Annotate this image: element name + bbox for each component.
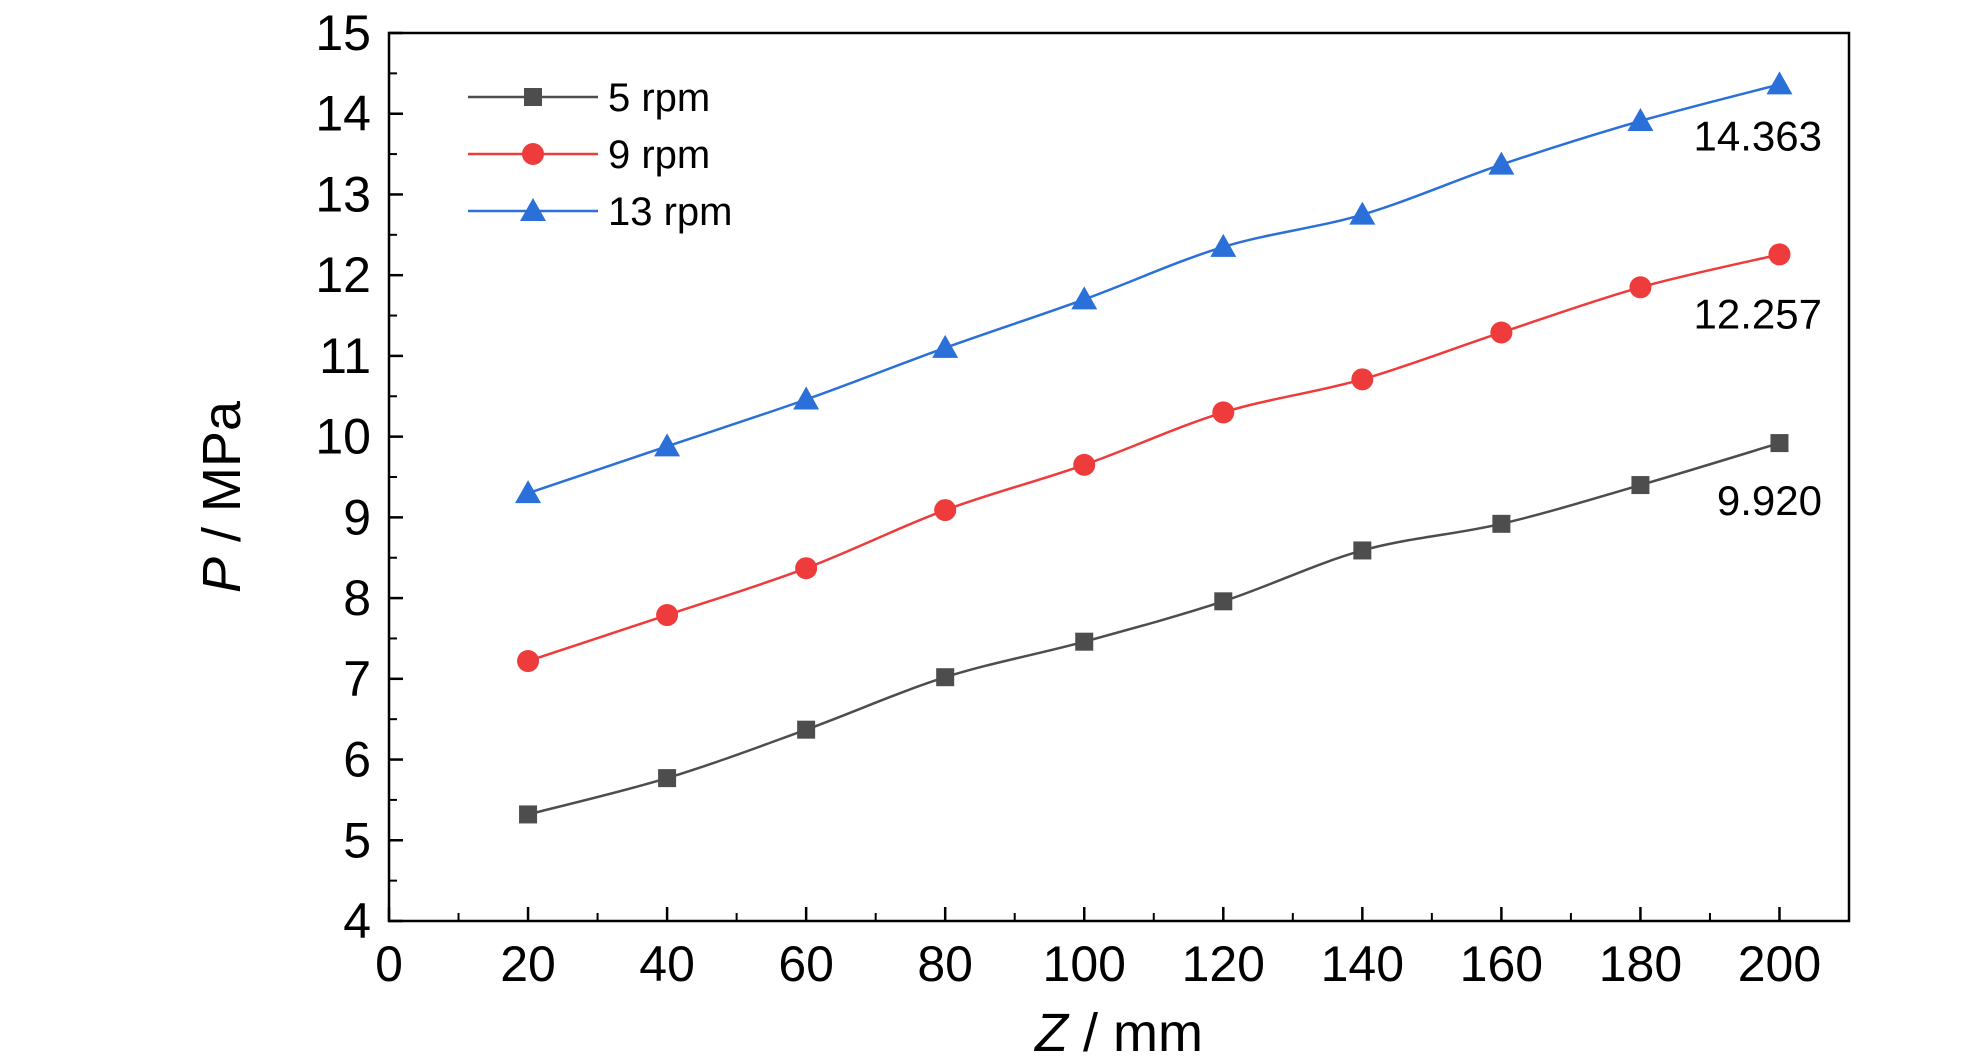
data-point	[1353, 541, 1372, 560]
y-tick-label: 8	[343, 570, 371, 626]
y-tick-label: 14	[315, 86, 371, 142]
data-point	[1492, 514, 1511, 533]
y-axis-unit: / MPa	[192, 400, 252, 557]
x-tick-label: 180	[1599, 936, 1682, 992]
legend-label: 9 rpm	[608, 133, 710, 177]
end-value-label: 9.920	[1717, 477, 1822, 524]
data-point	[654, 433, 681, 457]
x-axis-unit: / mm	[1068, 1003, 1203, 1063]
data-point	[1629, 276, 1652, 299]
legend: 5 rpm 9 rpm 13 rpm	[468, 76, 733, 234]
data-point	[656, 604, 679, 627]
data-point	[519, 805, 538, 824]
x-axis-title: Z / mm	[1033, 1003, 1203, 1063]
series-line	[527, 441, 1780, 816]
x-tick-label: 100	[1043, 936, 1126, 992]
series-line	[527, 253, 1780, 663]
data-point	[797, 720, 816, 739]
y-tick-label: 5	[343, 812, 371, 868]
x-tick-label: 140	[1321, 936, 1404, 992]
x-tick-label: 160	[1460, 936, 1543, 992]
x-tick-label: 40	[639, 936, 695, 992]
legend-label: 13 rpm	[608, 190, 733, 234]
axis-ticks	[387, 31, 1781, 923]
y-tick-label: 9	[343, 489, 371, 545]
data-point	[1071, 286, 1098, 310]
plot-frame	[387, 31, 1851, 923]
data-point	[1766, 71, 1793, 95]
x-tick-label: 0	[375, 936, 403, 992]
legend-label: 5 rpm	[608, 76, 710, 120]
data-point	[1214, 592, 1233, 611]
end-value-label: 12.257	[1694, 290, 1822, 337]
data-point	[1631, 476, 1650, 495]
data-point	[1488, 151, 1515, 175]
legend-marker	[524, 88, 542, 106]
legend-item: 5 rpm	[468, 76, 710, 120]
end-value-annotations: 9.920 12.257 14.363	[1694, 112, 1822, 524]
y-tick-label: 15	[315, 5, 371, 61]
y-tick-label: 11	[319, 328, 371, 384]
legend-item: 9 rpm	[468, 133, 710, 177]
y-tick-label: 4	[343, 893, 371, 949]
data-point	[793, 386, 820, 410]
series-line	[527, 83, 1780, 495]
series-9-rpm	[517, 243, 1791, 673]
y-tick-label: 6	[343, 732, 371, 788]
data-point	[1770, 434, 1789, 453]
data-point	[934, 499, 957, 522]
data-point	[1073, 453, 1096, 476]
x-tick-label: 80	[917, 936, 973, 992]
data-point	[1075, 632, 1094, 651]
data-point	[517, 650, 540, 673]
x-tick-label: 200	[1738, 936, 1821, 992]
legend-marker	[522, 143, 544, 165]
data-point	[515, 480, 542, 504]
data-point	[795, 557, 818, 580]
y-tick-label: 13	[315, 166, 371, 222]
series-5-rpm	[519, 434, 1789, 824]
data-point	[1349, 201, 1376, 225]
data-point	[1768, 243, 1791, 266]
data-point	[1212, 401, 1235, 424]
x-tick-label: 120	[1182, 936, 1265, 992]
y-axis-variable: P	[192, 557, 252, 593]
tick-labels: 4 5 6 7 8 9 10 11 12 13 14 15 0 20 40 60 80 100 120 140 160 1…	[315, 5, 1821, 992]
legend-marker	[520, 198, 546, 221]
y-tick-label: 10	[315, 409, 371, 465]
data-point	[932, 334, 959, 358]
end-value-label: 14.363	[1694, 112, 1822, 159]
series-layer	[515, 71, 1793, 824]
y-tick-label: 12	[315, 247, 371, 303]
y-tick-label: 7	[343, 651, 371, 707]
x-tick-label: 60	[778, 936, 834, 992]
data-point	[658, 769, 677, 788]
series-13-rpm	[515, 71, 1793, 504]
data-point	[1210, 233, 1237, 257]
data-point	[1490, 321, 1513, 344]
data-point	[936, 668, 955, 687]
data-point	[1627, 107, 1654, 131]
x-tick-label: 20	[500, 936, 556, 992]
y-axis-title: P / MPa	[192, 400, 252, 593]
legend-item: 13 rpm	[468, 190, 733, 234]
x-axis-variable: Z	[1033, 1003, 1070, 1063]
data-point	[1351, 368, 1374, 391]
